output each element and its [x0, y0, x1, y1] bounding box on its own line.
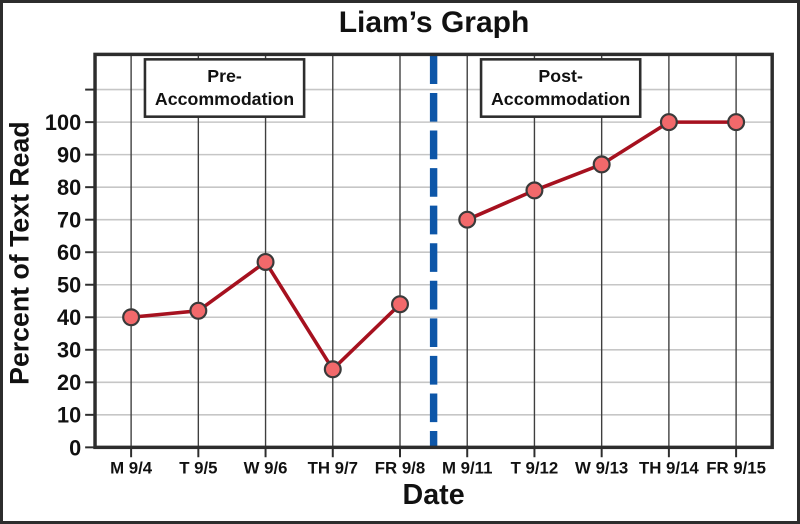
data-point — [189, 301, 208, 320]
y-axis-title: Percent of Text Read — [4, 121, 34, 385]
data-point — [525, 181, 544, 200]
annotation-box-pre — [143, 58, 306, 118]
y-tick-label: 30 — [57, 338, 81, 363]
annotation-text-pre: Accommodation — [155, 89, 294, 109]
data-point — [727, 113, 746, 132]
y-tick-label: 100 — [45, 110, 81, 135]
y-tick-label: 60 — [57, 240, 81, 265]
x-tick-label: T 9/5 — [179, 459, 217, 478]
y-tick-label: 0 — [69, 435, 81, 460]
data-point — [458, 210, 477, 229]
x-tick-label: W 9/13 — [575, 459, 628, 478]
data-point — [256, 252, 275, 271]
x-tick-label: TH 9/14 — [639, 459, 699, 478]
x-tick-label: T 9/12 — [511, 459, 559, 478]
plot-frame — [93, 52, 774, 450]
x-tick-label: W 9/6 — [244, 459, 288, 478]
data-point — [391, 295, 409, 314]
x-tick-label: FR 9/8 — [375, 459, 425, 478]
data-point — [122, 308, 141, 327]
annotation-text-post: Post- — [538, 66, 583, 86]
data-point — [592, 155, 611, 174]
annotation-text-post: Accommodation — [491, 89, 630, 109]
y-tick-label: 80 — [57, 175, 81, 200]
y-tick-label: 20 — [57, 370, 81, 395]
chart-canvas: M 9/4 T 9/5 W 9/6 TH 9/7 FR 9/8 M 9/11 T 9/12 W… — [4, 52, 774, 511]
x-axis-title: Date — [403, 479, 465, 511]
x-tick-label: M 9/11 — [442, 459, 492, 478]
data-point — [659, 113, 678, 132]
y-tick-label: 90 — [57, 143, 81, 168]
x-tick-label: FR 9/15 — [706, 459, 766, 478]
y-tick-label: 50 — [57, 273, 81, 298]
x-tick-label: M 9/4 — [110, 459, 153, 478]
annotation-box-post — [479, 58, 642, 118]
x-tick-label: TH 9/7 — [308, 459, 358, 478]
y-tick-label: 70 — [57, 208, 81, 233]
annotation-text-pre: Pre- — [207, 66, 242, 86]
chart-title: Liam’s Graph — [338, 6, 530, 39]
y-tick-label: 10 — [57, 403, 81, 428]
y-tick-label: 40 — [57, 305, 81, 330]
data-point — [323, 360, 342, 379]
